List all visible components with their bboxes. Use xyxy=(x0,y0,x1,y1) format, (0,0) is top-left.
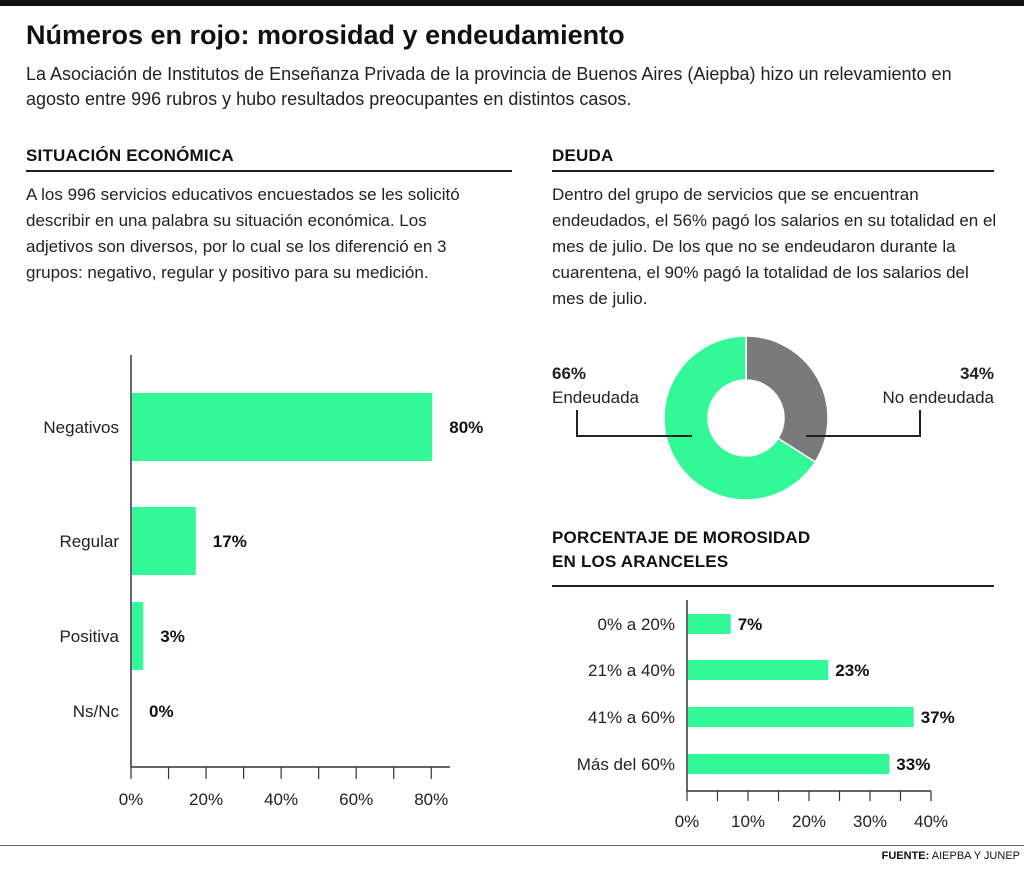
deuda-rule xyxy=(552,170,994,172)
category-label: 21% a 40% xyxy=(588,661,675,680)
bar xyxy=(132,507,196,575)
bar xyxy=(132,602,144,670)
source-label: FUENTE: xyxy=(881,850,930,862)
category-label: Ns/Nc xyxy=(73,702,120,721)
donut-value-endeudada: 66% xyxy=(552,364,587,383)
situacion-bar-chart: 0% 20% 40% 60% 80% Negativos 80% Regular 17% Posi… xyxy=(43,355,483,809)
leader-line-no-endeudada xyxy=(806,410,921,437)
category-label: Positiva xyxy=(59,627,119,646)
situacion-rule xyxy=(26,170,512,172)
donut-name-no-endeudada: No endeudada xyxy=(882,388,994,407)
data-label: 7% xyxy=(738,615,763,634)
morosidad-heading: PORCENTAJE DE MOROSIDAD EN LOS ARANCELES xyxy=(552,526,810,574)
category-label: Negativos xyxy=(43,418,119,437)
bar xyxy=(688,614,731,634)
x-tick-label: 0% xyxy=(119,790,144,809)
morosidad-bar-chart: 0% 10% 20% 30% 40% 0% a 20% 7% 21% a 40% 23% 41% … xyxy=(577,600,955,831)
x-tick-label: 10% xyxy=(731,812,765,831)
x-tick-label: 30% xyxy=(853,812,887,831)
bottom-rule xyxy=(0,845,1024,846)
deuda-heading: DEUDA xyxy=(552,146,614,165)
situacion-text: A los 996 servicios educativos encuestad… xyxy=(26,185,460,282)
morosidad-heading-line1: PORCENTAJE DE MOROSIDAD xyxy=(552,528,811,547)
x-tick-label: 0% xyxy=(675,812,700,831)
situacion-heading: SITUACIÓN ECONÓMICA xyxy=(26,146,234,165)
x-tick-label: 40% xyxy=(914,812,948,831)
source-note: FUENTE: AIEPBA Y JUNEP xyxy=(882,850,1020,862)
x-tick-label: 20% xyxy=(792,812,826,831)
data-label: 17% xyxy=(213,532,247,551)
source-text: AIEPBA Y JUNEP xyxy=(931,850,1020,862)
morosidad-heading-line2: EN LOS ARANCELES xyxy=(552,552,729,571)
category-label: Más del 60% xyxy=(577,755,675,774)
donut-slice xyxy=(663,335,817,501)
data-label: 0% xyxy=(149,702,174,721)
bar xyxy=(688,707,914,727)
bar xyxy=(688,660,829,680)
deuda-text: Dentro del grupo de servicios que se enc… xyxy=(552,185,997,308)
x-tick-label: 80% xyxy=(414,790,448,809)
data-label: 23% xyxy=(835,661,869,680)
category-label: Regular xyxy=(59,532,119,551)
bar xyxy=(132,393,433,461)
donut-label-endeudada: 66% Endeudada xyxy=(552,362,639,410)
top-rule xyxy=(0,0,1024,6)
category-label: 0% a 20% xyxy=(598,615,676,634)
data-label: 33% xyxy=(896,755,930,774)
category-label: 41% a 60% xyxy=(588,708,675,727)
page-title: Números en rojo: morosidad y endeudamien… xyxy=(26,20,625,50)
donut-name-endeudada: Endeudada xyxy=(552,388,639,407)
data-label: 37% xyxy=(921,708,955,727)
bar xyxy=(688,754,890,774)
data-label: 3% xyxy=(160,627,185,646)
data-label: 80% xyxy=(449,418,483,437)
leader-line-endeudada xyxy=(576,410,692,437)
x-tick-label: 60% xyxy=(339,790,373,809)
deuda-donut-chart xyxy=(576,335,921,501)
donut-value-no-endeudada: 34% xyxy=(959,364,994,383)
donut-label-no-endeudada: 34% No endeudada xyxy=(882,362,994,410)
page-subtitle: La Asociación de Institutos de Enseñanza… xyxy=(26,64,952,109)
morosidad-rule xyxy=(552,585,994,587)
x-tick-label: 40% xyxy=(264,790,298,809)
donut-slice xyxy=(745,335,829,463)
x-tick-label: 20% xyxy=(189,790,223,809)
